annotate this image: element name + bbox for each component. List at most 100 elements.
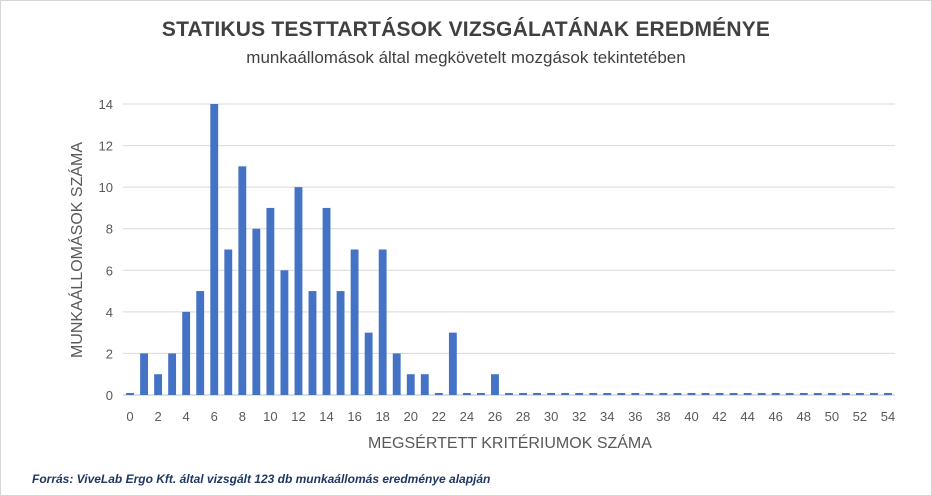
bar-1 xyxy=(140,353,148,395)
bar-43 xyxy=(729,393,738,395)
x-tick-label: 52 xyxy=(853,409,867,424)
x-tick-label: 46 xyxy=(768,409,782,424)
x-tick-labels: 0 2 4 6 8 10 12 14 16 18 20 22 24 26 28 30 32 34 36 38 40 42 4… xyxy=(126,409,895,424)
bar-51 xyxy=(841,393,850,395)
chart-subtitle: munkaállomások által megkövetelt mozgáso… xyxy=(246,48,686,67)
bar-16 xyxy=(350,249,359,395)
bar-48 xyxy=(799,393,808,395)
chart-title: STATIKUS TESTTARTÁSOK VIZSGÁLATÁNAK ERED… xyxy=(161,18,771,41)
bar-3 xyxy=(168,353,177,395)
x-tick-label: 14 xyxy=(319,409,333,424)
bar-15 xyxy=(336,291,345,395)
bar-0 xyxy=(126,393,134,395)
bar-38 xyxy=(659,393,668,395)
x-tick-label: 22 xyxy=(432,409,446,424)
x-tick-label: 0 xyxy=(126,409,133,424)
bar-33 xyxy=(589,393,598,395)
x-tick-label: 42 xyxy=(712,409,726,424)
bar-27 xyxy=(505,393,513,395)
bars xyxy=(126,104,892,395)
x-tick-label: 30 xyxy=(544,409,558,424)
gridlines xyxy=(123,103,895,396)
bar-42 xyxy=(715,393,724,395)
source-note: Forrás: ViveLab Ergo Kft. által vizsgált… xyxy=(32,472,491,486)
x-tick-label: 50 xyxy=(825,409,839,424)
bar-54 xyxy=(884,393,892,395)
bar-40 xyxy=(687,393,696,395)
bar-26 xyxy=(491,374,499,395)
y-tick-label: 12 xyxy=(99,139,113,154)
bar-10 xyxy=(266,207,275,395)
bar-20 xyxy=(406,374,415,395)
bar-35 xyxy=(617,393,626,395)
bar-4 xyxy=(182,311,191,395)
bar-50 xyxy=(827,393,836,395)
bar-18 xyxy=(378,249,387,395)
y-tick-label: 0 xyxy=(106,388,113,403)
bar-30 xyxy=(547,393,556,395)
bar-28 xyxy=(519,393,527,395)
bar-41 xyxy=(701,393,710,395)
bar-34 xyxy=(603,393,612,395)
bar-49 xyxy=(813,393,822,395)
x-tick-label: 8 xyxy=(239,409,246,424)
bar-53 xyxy=(870,393,878,395)
x-tick-label: 38 xyxy=(656,409,670,424)
bar-39 xyxy=(673,393,682,395)
y-axis-label: MUNKAÁLLOMÁSOK SZÁMA xyxy=(67,142,86,358)
bar-52 xyxy=(855,393,864,395)
bar-31 xyxy=(561,393,570,395)
x-tick-label: 26 xyxy=(488,409,502,424)
x-tick-label: 16 xyxy=(347,409,361,424)
bar-13 xyxy=(308,291,317,395)
x-tick-label: 40 xyxy=(684,409,698,424)
bar-12 xyxy=(294,187,303,395)
bar-45 xyxy=(757,393,766,395)
bar-8 xyxy=(238,166,247,395)
x-axis-label: MEGSÉRTETT KRITÉRIUMOK SZÁMA xyxy=(368,433,652,452)
bar-19 xyxy=(392,353,401,395)
x-tick-label: 36 xyxy=(628,409,642,424)
x-tick-label: 28 xyxy=(516,409,530,424)
x-tick-label: 20 xyxy=(404,409,418,424)
x-tick-label: 48 xyxy=(797,409,811,424)
bar-14 xyxy=(322,207,331,395)
x-tick-label: 10 xyxy=(263,409,277,424)
x-tick-label: 6 xyxy=(211,409,218,424)
bar-23 xyxy=(448,332,457,395)
bar-24 xyxy=(462,393,471,395)
bar-32 xyxy=(575,393,584,395)
x-tick-label: 2 xyxy=(154,409,161,424)
y-tick-label: 6 xyxy=(106,263,113,278)
y-tick-label: 14 xyxy=(99,97,113,112)
bar-2 xyxy=(154,374,163,395)
y-tick-label: 2 xyxy=(106,346,113,361)
bar-46 xyxy=(771,393,780,395)
bar-36 xyxy=(631,393,640,395)
y-tick-labels: 0 2 4 6 8 10 12 14 xyxy=(99,97,113,403)
x-tick-label: 4 xyxy=(183,409,190,424)
bar-29 xyxy=(533,393,542,395)
y-tick-label: 4 xyxy=(106,305,113,320)
x-tick-label: 32 xyxy=(572,409,586,424)
x-tick-label: 18 xyxy=(375,409,389,424)
y-tick-label: 8 xyxy=(106,222,113,237)
y-tick-label: 10 xyxy=(99,180,113,195)
x-tick-label: 44 xyxy=(740,409,754,424)
x-tick-label: 24 xyxy=(460,409,474,424)
bar-6 xyxy=(210,104,219,395)
x-tick-label: 12 xyxy=(291,409,305,424)
bar-44 xyxy=(743,393,752,395)
bar-9 xyxy=(252,228,261,395)
bar-37 xyxy=(645,393,654,395)
x-tick-label: 34 xyxy=(600,409,614,424)
bar-47 xyxy=(785,393,794,395)
bar-7 xyxy=(224,249,233,395)
bar-5 xyxy=(196,291,205,395)
bar-25 xyxy=(476,393,485,395)
bar-17 xyxy=(364,332,373,395)
bar-21 xyxy=(420,374,429,395)
x-tick-label: 54 xyxy=(881,409,895,424)
